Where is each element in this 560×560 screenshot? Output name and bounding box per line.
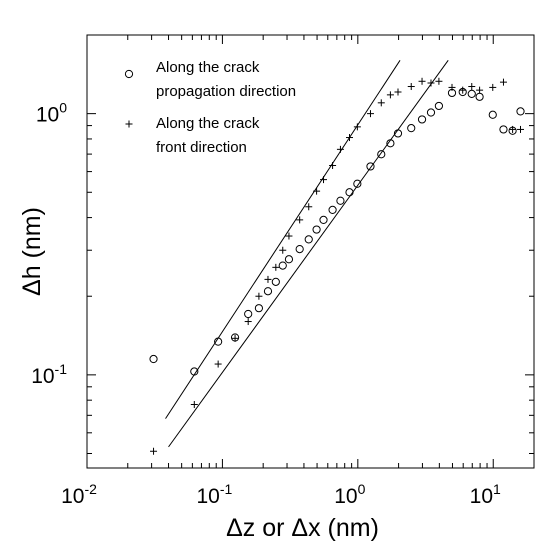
circle-marker	[353, 179, 362, 188]
axis-ticks	[86, 34, 535, 468]
plus-marker	[279, 246, 287, 254]
x-tick-label: 100	[334, 481, 365, 508]
plus-marker	[435, 77, 443, 85]
plus-marker	[329, 162, 337, 170]
tick-labels: 10-2 10-1 100 101 10-1 100	[31, 100, 501, 508]
circle-marker	[475, 92, 484, 101]
plus-marker	[125, 120, 133, 128]
plus-marker	[214, 360, 222, 368]
circle-marker	[345, 188, 354, 197]
y-tick-label: 10-1	[31, 361, 67, 388]
circle-marker	[516, 107, 525, 116]
x-axis-title: Δz or Δx (nm)	[226, 514, 379, 542]
x-tick-label: 10-2	[61, 481, 97, 508]
circle-marker	[417, 115, 427, 124]
circle-marker	[366, 162, 375, 171]
circle-marker	[467, 89, 476, 99]
circle-marker	[488, 110, 497, 119]
circle-marker	[149, 354, 158, 364]
circle-marker	[124, 69, 134, 79]
circle-marker	[312, 225, 321, 234]
circle-marker	[284, 255, 294, 264]
circle-marker	[319, 215, 328, 224]
circle-marker	[386, 139, 395, 148]
fit-line	[168, 60, 449, 448]
circle-marker	[407, 124, 416, 133]
circle-marker	[426, 108, 436, 117]
plus-marker	[255, 292, 263, 300]
plus-marker	[313, 187, 321, 195]
circle-marker	[244, 309, 253, 319]
plus-marker	[336, 145, 344, 153]
fit-line	[165, 60, 401, 419]
plus-marker	[285, 232, 293, 240]
plus-marker	[499, 78, 507, 86]
circle-marker	[434, 101, 444, 111]
circle-marker	[393, 129, 403, 138]
x-tick-label: 10-1	[197, 481, 233, 508]
plus-marker	[489, 83, 497, 91]
y-axis-title: Δh (nm)	[18, 207, 46, 296]
legend-label-line: Along the crack	[156, 115, 260, 132]
circle-marker	[271, 277, 280, 286]
plus-marker	[320, 176, 328, 184]
plus-marker	[418, 77, 426, 85]
plus-marker	[345, 134, 353, 142]
legend-label-line: Along the crack	[156, 59, 260, 76]
plus-marker	[366, 110, 374, 118]
circle-marker	[295, 244, 304, 254]
circle-marker	[190, 367, 199, 376]
plus-marker	[394, 88, 402, 96]
circle-marker	[278, 261, 287, 270]
plus-marker	[448, 83, 456, 91]
legend-label-line: front direction	[156, 139, 247, 156]
circle-marker	[263, 287, 273, 296]
plus-marker	[244, 318, 252, 326]
plus-marker	[150, 447, 158, 455]
plot-area-frame	[86, 34, 535, 469]
circle-marker	[214, 337, 223, 346]
fit-lines	[165, 60, 449, 448]
plus-marker	[305, 203, 313, 211]
plus-marker	[264, 275, 272, 283]
circle-marker	[254, 304, 264, 313]
legend-label-line: propagation direction	[156, 83, 296, 100]
plus-marker	[509, 125, 517, 133]
x-tick-label: 101	[470, 481, 501, 508]
plus-marker	[272, 263, 280, 271]
data-markers	[149, 77, 525, 455]
plus-marker	[231, 334, 239, 342]
plus-marker	[407, 83, 415, 91]
circle-marker	[336, 196, 345, 205]
plus-marker	[353, 123, 361, 131]
circle-marker	[328, 205, 337, 215]
circle-marker	[499, 125, 508, 134]
plus-marker	[427, 79, 435, 87]
circle-marker	[377, 150, 386, 159]
plus-marker	[296, 216, 304, 224]
plus-marker	[459, 86, 467, 94]
plus-marker	[386, 91, 394, 99]
plus-marker	[517, 125, 525, 133]
plus-marker	[190, 401, 198, 409]
y-tick-label: 100	[36, 100, 67, 127]
plus-marker	[476, 86, 484, 94]
plus-marker	[377, 99, 385, 107]
circle-marker	[304, 235, 313, 244]
legend: Along the crack propagation direction Alon…	[124, 59, 296, 156]
plus-marker	[468, 83, 476, 91]
